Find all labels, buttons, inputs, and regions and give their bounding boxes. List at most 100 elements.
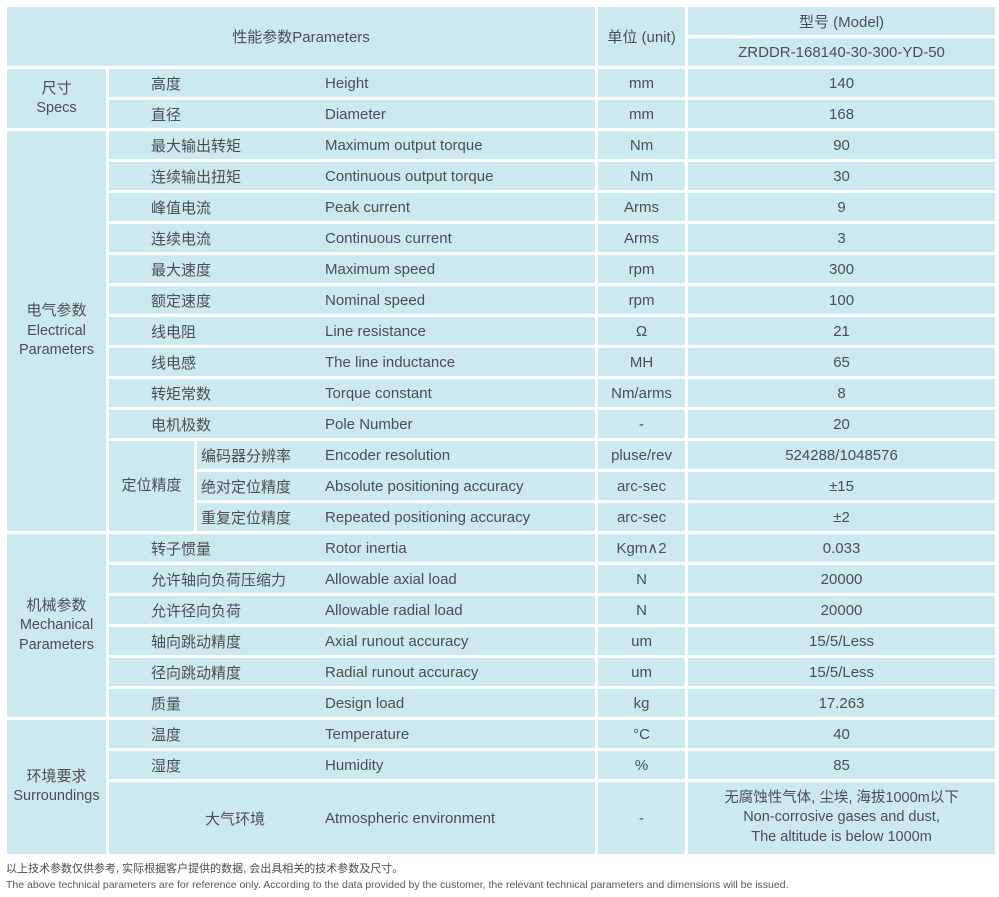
param-cn: 最大速度	[151, 261, 212, 279]
param-cn: 直径	[151, 106, 182, 124]
param-label: 连续输出扭矩 Continuous output torque	[105, 159, 599, 193]
disclaimer-cn: 以上技术参数仅供参考, 实际根据客户提供的数据, 会出具相关的技术参数及尺寸。	[6, 863, 404, 875]
disclaimer: 以上技术参数仅供参考, 实际根据客户提供的数据, 会出具相关的技术参数及尺寸。 …	[4, 857, 995, 893]
value-cell: ±2	[685, 500, 999, 534]
param-cn: 质量	[151, 695, 182, 713]
param-en: Line resistance	[325, 322, 426, 340]
section-en: Electrical Parameters	[19, 322, 94, 359]
param-en: Peak current	[325, 198, 411, 216]
table-row: 线电感 The line inductance MH 65	[6, 345, 999, 379]
param-cn: 编码器分辨率	[201, 447, 292, 465]
param-label: 轴向跳动精度 Axial runout accuracy	[105, 624, 599, 658]
param-cn: 湿度	[151, 757, 182, 775]
unit-cell: -	[595, 407, 689, 441]
param-en: Diameter	[325, 105, 386, 123]
param-cn: 轴向跳动精度	[151, 633, 242, 651]
table-row: 允许轴向负荷压缩力 Allowable axial load N 20000	[6, 562, 999, 596]
table-row: 定位精度 编码器分辨率 Encoder resolution pluse/rev…	[6, 438, 999, 534]
param-label: 线电感 The line inductance	[105, 345, 599, 379]
unit-cell: mm	[595, 97, 689, 131]
unit-cell: pluse/rev	[595, 438, 689, 472]
value-cell: 17.263	[685, 686, 999, 720]
section-label-mechanical: 机械参数 Mechanical Parameters	[4, 531, 109, 720]
section-cn: 机械参数	[26, 596, 87, 614]
table-row: 大气环境 Atmospheric environment - 无腐蚀性气体, 尘…	[6, 779, 999, 857]
value-cell: 8	[685, 376, 999, 410]
param-label: 最大输出转矩 Maximum output torque	[105, 128, 599, 162]
param-label: 高度 Height	[105, 66, 599, 100]
value-cell: ±15	[685, 469, 999, 503]
unit-cell: Kgm∧2	[595, 531, 689, 565]
unit-cell: Ω	[595, 314, 689, 348]
table-row: 连续输出扭矩 Continuous output torque Nm 30	[6, 159, 999, 193]
table-row: 电机极数 Pole Number - 20	[6, 407, 999, 441]
unit-cell: %	[595, 748, 689, 782]
param-label: 湿度 Humidity	[105, 748, 599, 782]
table-row: 转矩常数 Torque constant Nm/arms 8	[6, 376, 999, 410]
subgroup-label-positioning: 定位精度	[106, 438, 197, 534]
param-cn: 线电阻	[151, 323, 197, 341]
value-cell: 20000	[685, 562, 999, 596]
param-en: Temperature	[325, 725, 410, 743]
value-cell: 20000	[685, 593, 999, 627]
param-en: Continuous output torque	[325, 167, 494, 185]
param-en: Allowable axial load	[325, 570, 457, 588]
section-label-specs: 尺寸 Specs	[4, 66, 109, 131]
param-en: Continuous current	[325, 229, 452, 247]
unit-cell: rpm	[595, 252, 689, 286]
table-row: 允许径向负荷 Allowable radial load N 20000	[6, 593, 999, 627]
param-label: 径向跳动精度 Radial runout accuracy	[105, 655, 599, 689]
unit-cell: Arms	[595, 221, 689, 255]
param-en: Maximum output torque	[325, 136, 483, 154]
unit-cell: Nm/arms	[595, 376, 689, 410]
param-label: 连续电流 Continuous current	[105, 221, 599, 255]
table-row: 尺寸 Specs 高度 Height mm 140	[4, 66, 999, 131]
param-en: Absolute positioning accuracy	[325, 477, 524, 495]
table-row: 最大速度 Maximum speed rpm 300	[6, 252, 999, 286]
unit-cell: Nm	[595, 159, 689, 193]
param-label: 线电阻 Line resistance	[105, 314, 599, 348]
section-cn: 环境要求	[26, 768, 87, 786]
value-cell: 0.033	[685, 531, 999, 565]
param-cn: 电机极数	[151, 416, 212, 434]
param-label: 峰值电流 Peak current	[105, 190, 599, 224]
param-cn: 转矩常数	[151, 385, 212, 403]
param-cn: 温度	[151, 726, 182, 744]
header-unit: 单位 (unit)	[595, 4, 689, 69]
param-label: 允许轴向负荷压缩力 Allowable axial load	[105, 562, 599, 596]
param-label: 重复定位精度 Repeated positioning accuracy	[193, 500, 599, 534]
param-en: Humidity	[325, 756, 384, 774]
param-cn: 高度	[151, 75, 182, 93]
param-cn: 额定速度	[151, 292, 212, 310]
section-label-electrical: 电气参数 Electrical Parameters	[4, 128, 109, 534]
value-cell: 90	[685, 128, 999, 162]
param-cn: 峰值电流	[151, 199, 212, 217]
value-cell: 30	[685, 159, 999, 193]
section-cn: 电气参数	[26, 302, 87, 320]
param-label: 转子惯量 Rotor inertia	[105, 531, 599, 565]
table-row: 机械参数 Mechanical Parameters 转子惯量 Rotor in…	[4, 531, 999, 720]
param-en: Axial runout accuracy	[325, 632, 469, 650]
spec-table: 性能参数Parameters 单位 (unit) 型号 (Model) ZRDD…	[3, 4, 999, 857]
param-cn: 连续电流	[151, 230, 212, 248]
param-label: 质量 Design load	[105, 686, 599, 720]
unit-cell: kg	[595, 686, 689, 720]
header-model-row: ZRDDR-168140-30-300-YD-50	[6, 35, 999, 69]
value-cell: 3	[685, 221, 999, 255]
unit-cell: Nm	[595, 128, 689, 162]
value-cell: 无腐蚀性气体, 尘埃, 海拔1000m以下 Non-corrosive gase…	[685, 779, 999, 857]
value-cell: 168	[685, 97, 999, 131]
table-row: 质量 Design load kg 17.263	[6, 686, 999, 720]
param-cn: 大气环境	[204, 810, 265, 828]
unit-cell: mm	[595, 66, 689, 100]
value-cell: 65	[685, 345, 999, 379]
param-en: Repeated positioning accuracy	[325, 508, 531, 526]
unit-cell: MH	[595, 345, 689, 379]
value-cell: 40	[685, 717, 999, 751]
value-cell: 20	[685, 407, 999, 441]
param-en: Height	[325, 74, 369, 92]
section-cn: 尺寸	[41, 79, 72, 97]
table-row: 轴向跳动精度 Axial runout accuracy um 15/5/Les…	[6, 624, 999, 658]
param-cn: 径向跳动精度	[151, 664, 242, 682]
